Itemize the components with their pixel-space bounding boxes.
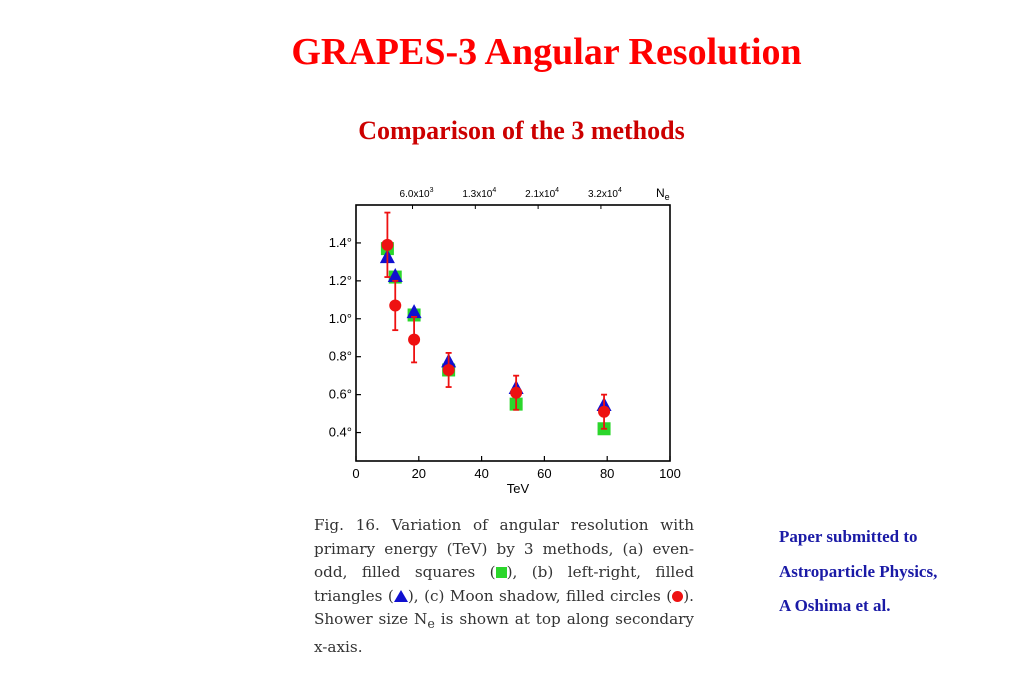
y-tick-label: 1.0° — [329, 311, 352, 326]
slide-title: GRAPES-3 Angular Resolution — [291, 31, 802, 73]
y-tick-label: 0.6° — [329, 387, 352, 402]
circle-data-point — [381, 238, 394, 251]
caption-text-5: is shown at top along secondary x-axis. — [314, 610, 694, 656]
x-tick-label: 40 — [474, 466, 488, 481]
circle-data-point — [598, 405, 611, 418]
x-tick-label: 100 — [659, 466, 681, 481]
circle-data-point — [510, 386, 523, 399]
y-tick-label: 1.4° — [329, 235, 352, 250]
caption-text-4: ). Shower size N — [314, 586, 694, 629]
x-tick-label: 80 — [600, 466, 614, 481]
x-tick-label: 60 — [537, 466, 551, 481]
triangle-data-point — [387, 268, 403, 283]
triangle-data-point — [406, 304, 422, 319]
circle-data-point — [408, 333, 421, 346]
y-tick-label: 1.2° — [329, 273, 352, 288]
circle-data-point — [442, 363, 455, 376]
secondary-tick-label: 1.3x104 — [462, 187, 496, 200]
note-line-3: A Oshima et al. — [779, 596, 891, 615]
angular-resolution-chart: 0 20 40 60 80 100 TeV 0.4° 0.6° 0.8° 1.0° 1.2° 1.4° 6… — [329, 186, 681, 496]
figure-caption: Fig. 16. Variation of angular resolution… — [314, 514, 694, 660]
note-line-1: Paper submitted to — [779, 527, 918, 546]
secondary-axis-label: Ne — [656, 186, 670, 202]
publication-note: Paper submitted to Astroparticle Physics… — [779, 520, 937, 624]
caption-text-2: ), (b) left-right, filled triangles ( — [314, 563, 694, 605]
x-axis-label: TeV — [507, 481, 530, 496]
y-tick-label: 0.4° — [329, 425, 352, 440]
caption-text-1: Fig. 16. Variation of angular resolution… — [314, 516, 694, 582]
circle-data-point — [389, 299, 402, 312]
caption-subscript: e — [427, 616, 435, 632]
x-tick-label: 0 — [352, 466, 359, 481]
x-tick-label: 20 — [412, 466, 426, 481]
secondary-tick-label: 6.0x103 — [400, 187, 434, 200]
circle-marker-icon — [672, 590, 684, 602]
plot-frame — [355, 204, 671, 462]
note-line-2: Astroparticle Physics, — [779, 561, 938, 581]
y-tick-label: 0.8° — [329, 349, 352, 364]
slide-subtitle: Comparison of the 3 methods — [358, 116, 685, 145]
caption-text-3: ), (c) Moon shadow, filled circles ( — [407, 586, 673, 605]
secondary-tick-label: 3.2x104 — [588, 187, 622, 200]
secondary-tick-label: 2.1x104 — [525, 187, 559, 200]
square-marker-icon — [495, 567, 507, 579]
triangle-marker-icon — [393, 589, 408, 602]
